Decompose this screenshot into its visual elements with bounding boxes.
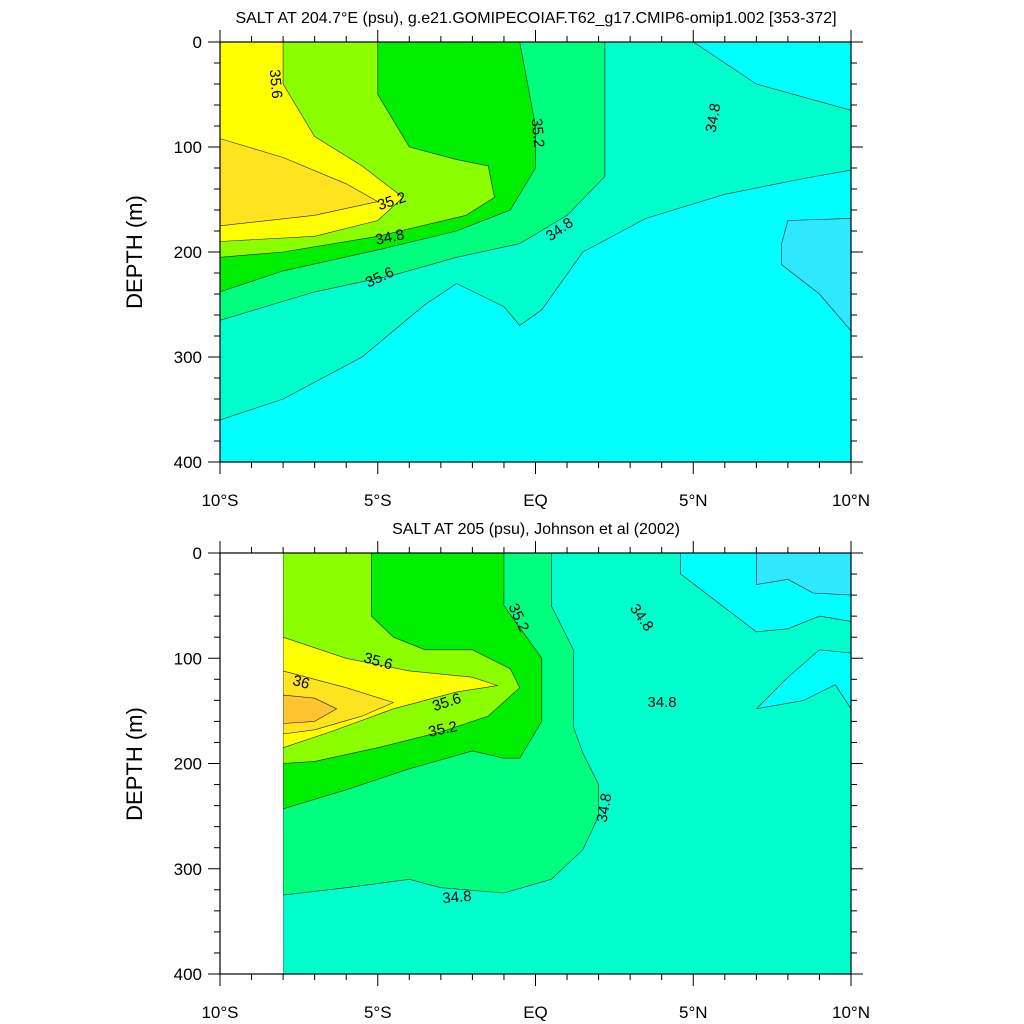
contour-label: 36 <box>291 672 312 693</box>
y-tick-label: 100 <box>174 649 202 668</box>
y-tick-label: 0 <box>193 33 202 52</box>
contour-fills <box>220 42 851 462</box>
panel-model: SALT AT 204.7°E (psu), g.e21.GOMIPECOIAF… <box>122 10 870 510</box>
x-tick-label: EQ <box>523 491 548 510</box>
y-tick-label: 400 <box>174 965 202 984</box>
contour-band-34-8 <box>220 169 851 462</box>
chart-title: SALT AT 204.7°E (psu), g.e21.GOMIPECOIAF… <box>235 10 836 27</box>
contour-label: 35.6 <box>362 649 395 673</box>
contour-band-34-6 <box>756 553 852 596</box>
x-tick-label: 5°S <box>364 1003 392 1022</box>
contour-label: 34.8 <box>594 792 616 824</box>
contour-band-34-8 <box>693 42 851 111</box>
x-tick-label: 10°S <box>201 1003 238 1022</box>
x-tick-label: 5°N <box>679 491 708 510</box>
x-tick-label: 10°N <box>832 1003 870 1022</box>
x-tick-label: 5°N <box>679 1003 708 1022</box>
contour-band-34-6 <box>781 218 851 332</box>
contour-label: 34.8 <box>703 102 725 134</box>
contour-label: 35.6 <box>266 69 285 100</box>
x-tick-label: EQ <box>523 1003 548 1022</box>
contour-band-36-2 <box>283 694 337 724</box>
y-tick-label: 200 <box>174 243 202 262</box>
y-tick-label: 300 <box>174 860 202 879</box>
chart-title: SALT AT 205 (psu), Johnson et al (2002) <box>392 521 680 538</box>
y-axis-label: DEPTH (m) <box>122 707 147 821</box>
x-tick-label: 10°N <box>832 491 870 510</box>
plot-area: 35.635.234.835.635.234.834.8010020030040… <box>174 30 870 510</box>
x-tick-label: 10°S <box>201 491 238 510</box>
y-tick-label: 400 <box>174 453 202 472</box>
contour-band-36 <box>220 138 379 227</box>
panel-observations: SALT AT 205 (psu), Johnson et al (2002) … <box>122 521 870 1022</box>
y-tick-label: 100 <box>174 138 202 157</box>
contour-label: 34.8 <box>442 888 473 907</box>
contour-label: 35.2 <box>528 118 547 149</box>
contour-label: 34.8 <box>374 226 406 249</box>
contour-label: 35.2 <box>427 718 459 741</box>
y-tick-label: 200 <box>174 755 202 774</box>
x-tick-label: 5°S <box>364 491 392 510</box>
y-tick-label: 300 <box>174 348 202 367</box>
contour-fills <box>283 553 852 974</box>
contour-label: 34.8 <box>647 694 676 711</box>
y-tick-label: 0 <box>193 544 202 563</box>
y-axis-label: DEPTH (m) <box>122 195 147 309</box>
